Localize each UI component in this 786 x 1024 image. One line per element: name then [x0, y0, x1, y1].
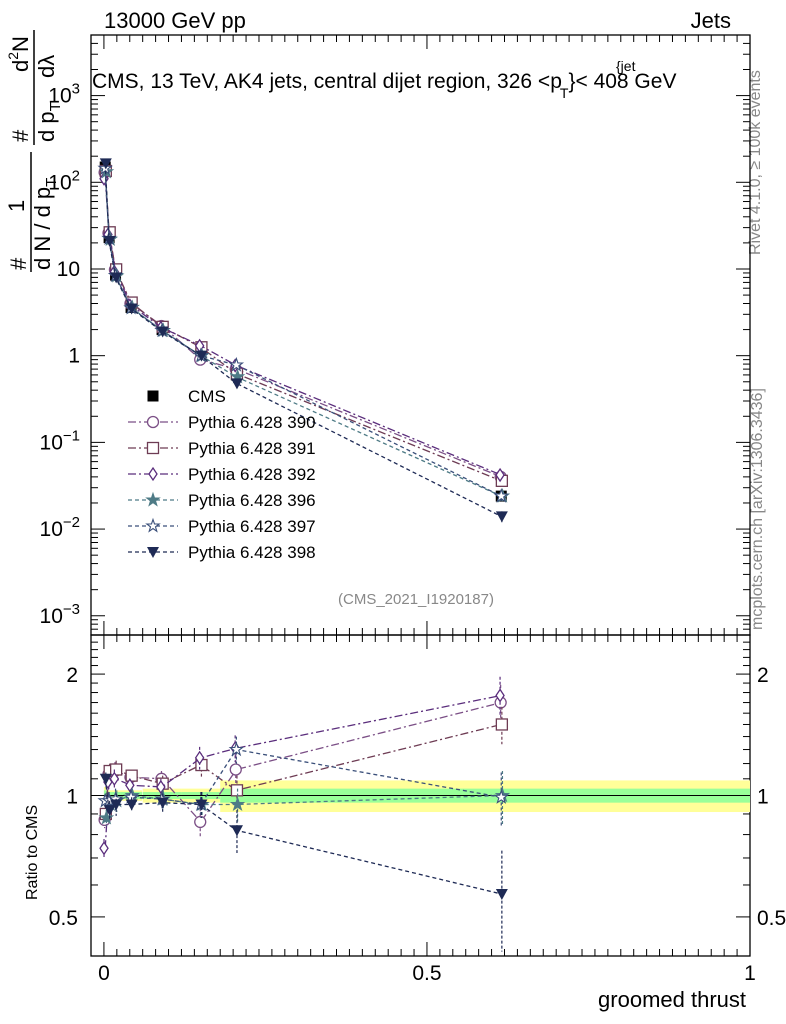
legend-marker — [146, 441, 160, 455]
ylabel-den2: d pT — [34, 102, 64, 142]
ratio-series — [97, 676, 511, 952]
data-point — [99, 158, 112, 170]
ratio-point — [230, 825, 243, 837]
legend-label: CMS — [188, 387, 226, 406]
data-point — [228, 356, 245, 372]
ratio-point — [103, 805, 116, 817]
legend-label: Pythia 6.428 391 — [188, 439, 316, 458]
legend-marker — [145, 491, 161, 507]
ylabel-dlambda: dλ — [34, 55, 59, 78]
ratio-tick-label: 1 — [66, 786, 78, 809]
y-tick-label: 10−3 — [40, 601, 80, 628]
ratio-series-p390 — [98, 684, 507, 837]
ratio-line — [104, 694, 502, 849]
legend-label: Pythia 6.428 390 — [188, 413, 316, 432]
title-superscript: {jet — [616, 58, 636, 74]
mcplots-watermark: mcplots.cern.ch [arXiv:1306.3436] — [749, 388, 766, 630]
legend-label: Pythia 6.428 392 — [188, 465, 316, 484]
legend-marker — [145, 517, 161, 533]
ratio-tick-label: 2 — [66, 664, 78, 687]
legend-label: Pythia 6.428 398 — [188, 543, 316, 562]
ratio-tick-label-right: 2 — [757, 664, 769, 687]
axis-tick-labels: 10−3 10−2 10−1 1 10 102 103 0.5 0.5 1 1 2 2 0 0.5 1 — [40, 81, 786, 985]
x-tick-label: 0 — [98, 962, 110, 985]
ratio-point — [156, 797, 169, 809]
header-right: Jets — [691, 8, 731, 33]
plot-title: CMS, 13 TeV, AK4 jets, central dijet reg… — [92, 70, 676, 101]
y-tick-label: 10−1 — [40, 427, 80, 454]
legend-marker — [146, 415, 160, 429]
series-p398 — [99, 158, 508, 523]
ratio-tick-label-right: 0.5 — [757, 907, 786, 930]
data-point — [195, 350, 208, 362]
ratio-line — [105, 748, 502, 806]
ratio-point — [110, 763, 123, 776]
ratio-line — [104, 778, 502, 895]
y-tick-label: 103 — [48, 81, 80, 108]
ratio-point — [194, 815, 207, 829]
x-tick-label: 0.5 — [412, 962, 441, 985]
ratio-point — [195, 799, 208, 811]
ratio-point — [110, 799, 123, 811]
ylabel-fraction-den: d N / d pT — [30, 178, 60, 270]
legend-marker — [147, 547, 159, 558]
main-series — [97, 158, 511, 523]
header-left: 13000 GeV pp — [104, 8, 246, 33]
ylabel-d2N: d2N — [5, 36, 33, 72]
y-axis-label: # d N / d pT 1 # d pT dλ d2N — [4, 30, 64, 272]
legend-marker — [148, 466, 158, 482]
x-axis-label: groomed thrust — [598, 987, 746, 1012]
analysis-id: (CMS_2021_I1920187) — [338, 591, 494, 608]
ylabel-one: 1 — [4, 200, 29, 212]
ratio-ylabel: Ratio to CMS — [24, 805, 41, 900]
ratio-series-p398 — [99, 772, 508, 952]
ratio-point — [228, 741, 245, 757]
data-point — [493, 487, 509, 503]
legend-label: Pythia 6.428 397 — [188, 517, 316, 536]
data-point — [103, 236, 116, 248]
y-tick-label: 10−2 — [40, 514, 80, 541]
data-point — [110, 272, 123, 284]
ratio-point — [495, 888, 508, 900]
ratio-series-p392 — [99, 676, 505, 858]
ratio-point — [109, 771, 120, 786]
ratio-line — [104, 701, 502, 823]
ratio-tick-label-right: 1 — [757, 786, 769, 809]
ratio-point — [125, 799, 138, 811]
ylabel-hash-1: # — [6, 257, 31, 270]
legend-marker — [147, 390, 159, 402]
x-tick-label: 1 — [744, 962, 756, 985]
legend: CMS Pythia 6.428 390 Pythia 6.428 391 Pythi… — [128, 387, 316, 562]
series-line — [104, 163, 502, 517]
legend-label: Pythia 6.428 396 — [188, 491, 316, 510]
ratio-point — [229, 763, 242, 776]
data-point — [156, 326, 169, 338]
ratio-point — [495, 688, 505, 703]
data-point — [495, 467, 505, 483]
axis-ticks — [91, 34, 751, 957]
rivet-watermark: Rivet 4.1.0, ≥ 100k events — [747, 70, 764, 255]
ratio-point — [98, 809, 115, 825]
ratio-point — [493, 789, 509, 804]
ratio-point — [229, 796, 246, 812]
ratio-point — [194, 750, 205, 765]
ratio-point — [495, 718, 509, 731]
y-tick-label: 1 — [68, 345, 80, 368]
ratio-point — [125, 769, 138, 782]
data-point — [125, 303, 138, 315]
ratio-point — [99, 773, 112, 785]
ylabel-hash-2: # — [8, 129, 33, 142]
data-point — [495, 511, 508, 523]
ratio-tick-label: 0.5 — [49, 907, 78, 930]
y-tick-label: 10 — [57, 258, 80, 281]
ratio-point — [156, 779, 166, 795]
series-line — [104, 178, 502, 476]
y-tick-label: 102 — [48, 167, 80, 194]
ratio-point — [125, 778, 135, 793]
data-point — [230, 378, 243, 390]
ratio-point — [99, 841, 109, 856]
